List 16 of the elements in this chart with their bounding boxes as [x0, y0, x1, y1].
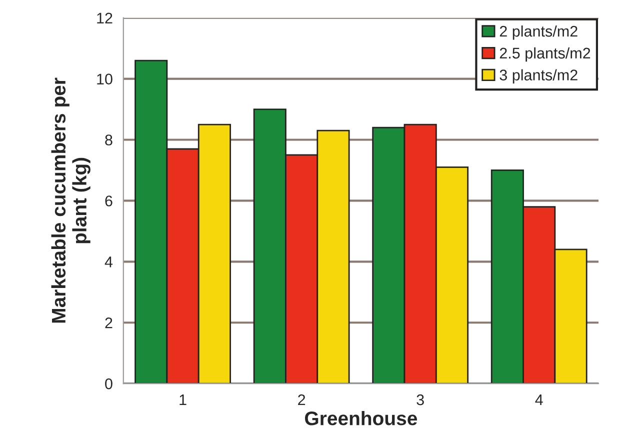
y-tick-label: 2: [105, 317, 112, 328]
x-tick-label: 4: [535, 394, 543, 406]
y-axis-title: Marketable cucumbers per plant (kg): [51, 78, 90, 323]
x-tick-label: 3: [416, 394, 424, 406]
y-tick-label: 6: [105, 196, 112, 206]
legend-label: 3 plants/m2: [500, 69, 578, 84]
y-tick-label: 12: [97, 12, 112, 24]
x-tick-label: 2: [298, 394, 306, 406]
x-axis-title: Greenhouse: [305, 410, 418, 426]
y-tick-label: 0: [105, 378, 112, 390]
legend-label: 2 plants/m2: [500, 25, 578, 40]
y-tick-label: 8: [105, 134, 112, 146]
y-tick-label: 4: [104, 256, 113, 268]
legend-label: 2.5 plants/m2: [500, 47, 590, 62]
x-tick-label: 1: [180, 394, 186, 406]
y-tick-label: 10: [97, 74, 112, 84]
